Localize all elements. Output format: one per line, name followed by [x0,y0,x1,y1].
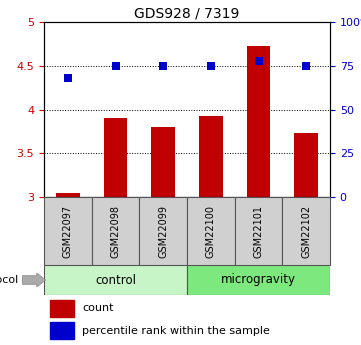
Text: GSM22098: GSM22098 [110,205,121,257]
Point [208,63,214,69]
Bar [50,300,74,317]
Bar [247,46,270,197]
Bar [187,265,330,295]
Text: GSM22102: GSM22102 [301,205,311,258]
Text: control: control [95,274,136,286]
Text: GSM22099: GSM22099 [158,205,168,257]
Point [256,58,261,63]
Bar [282,197,330,265]
Text: microgravity: microgravity [221,274,296,286]
Text: percentile rank within the sample: percentile rank within the sample [82,326,270,336]
Text: GSM22100: GSM22100 [206,205,216,257]
Bar [151,127,175,197]
Text: count: count [82,304,114,314]
Point [160,63,166,69]
Text: GSM22101: GSM22101 [253,205,264,257]
Bar [50,322,74,339]
Bar [199,116,223,197]
Text: GSM22097: GSM22097 [63,205,73,258]
Bar [294,133,318,197]
Bar [92,197,139,265]
Point [113,63,118,69]
Bar [56,193,80,197]
Bar [235,197,282,265]
Bar [104,118,127,197]
Text: protocol: protocol [0,275,19,285]
Point [303,63,309,69]
Bar [44,197,92,265]
Bar [44,265,187,295]
Bar [187,197,235,265]
Title: GDS928 / 7319: GDS928 / 7319 [134,7,240,21]
Point [65,75,71,81]
Bar [139,197,187,265]
